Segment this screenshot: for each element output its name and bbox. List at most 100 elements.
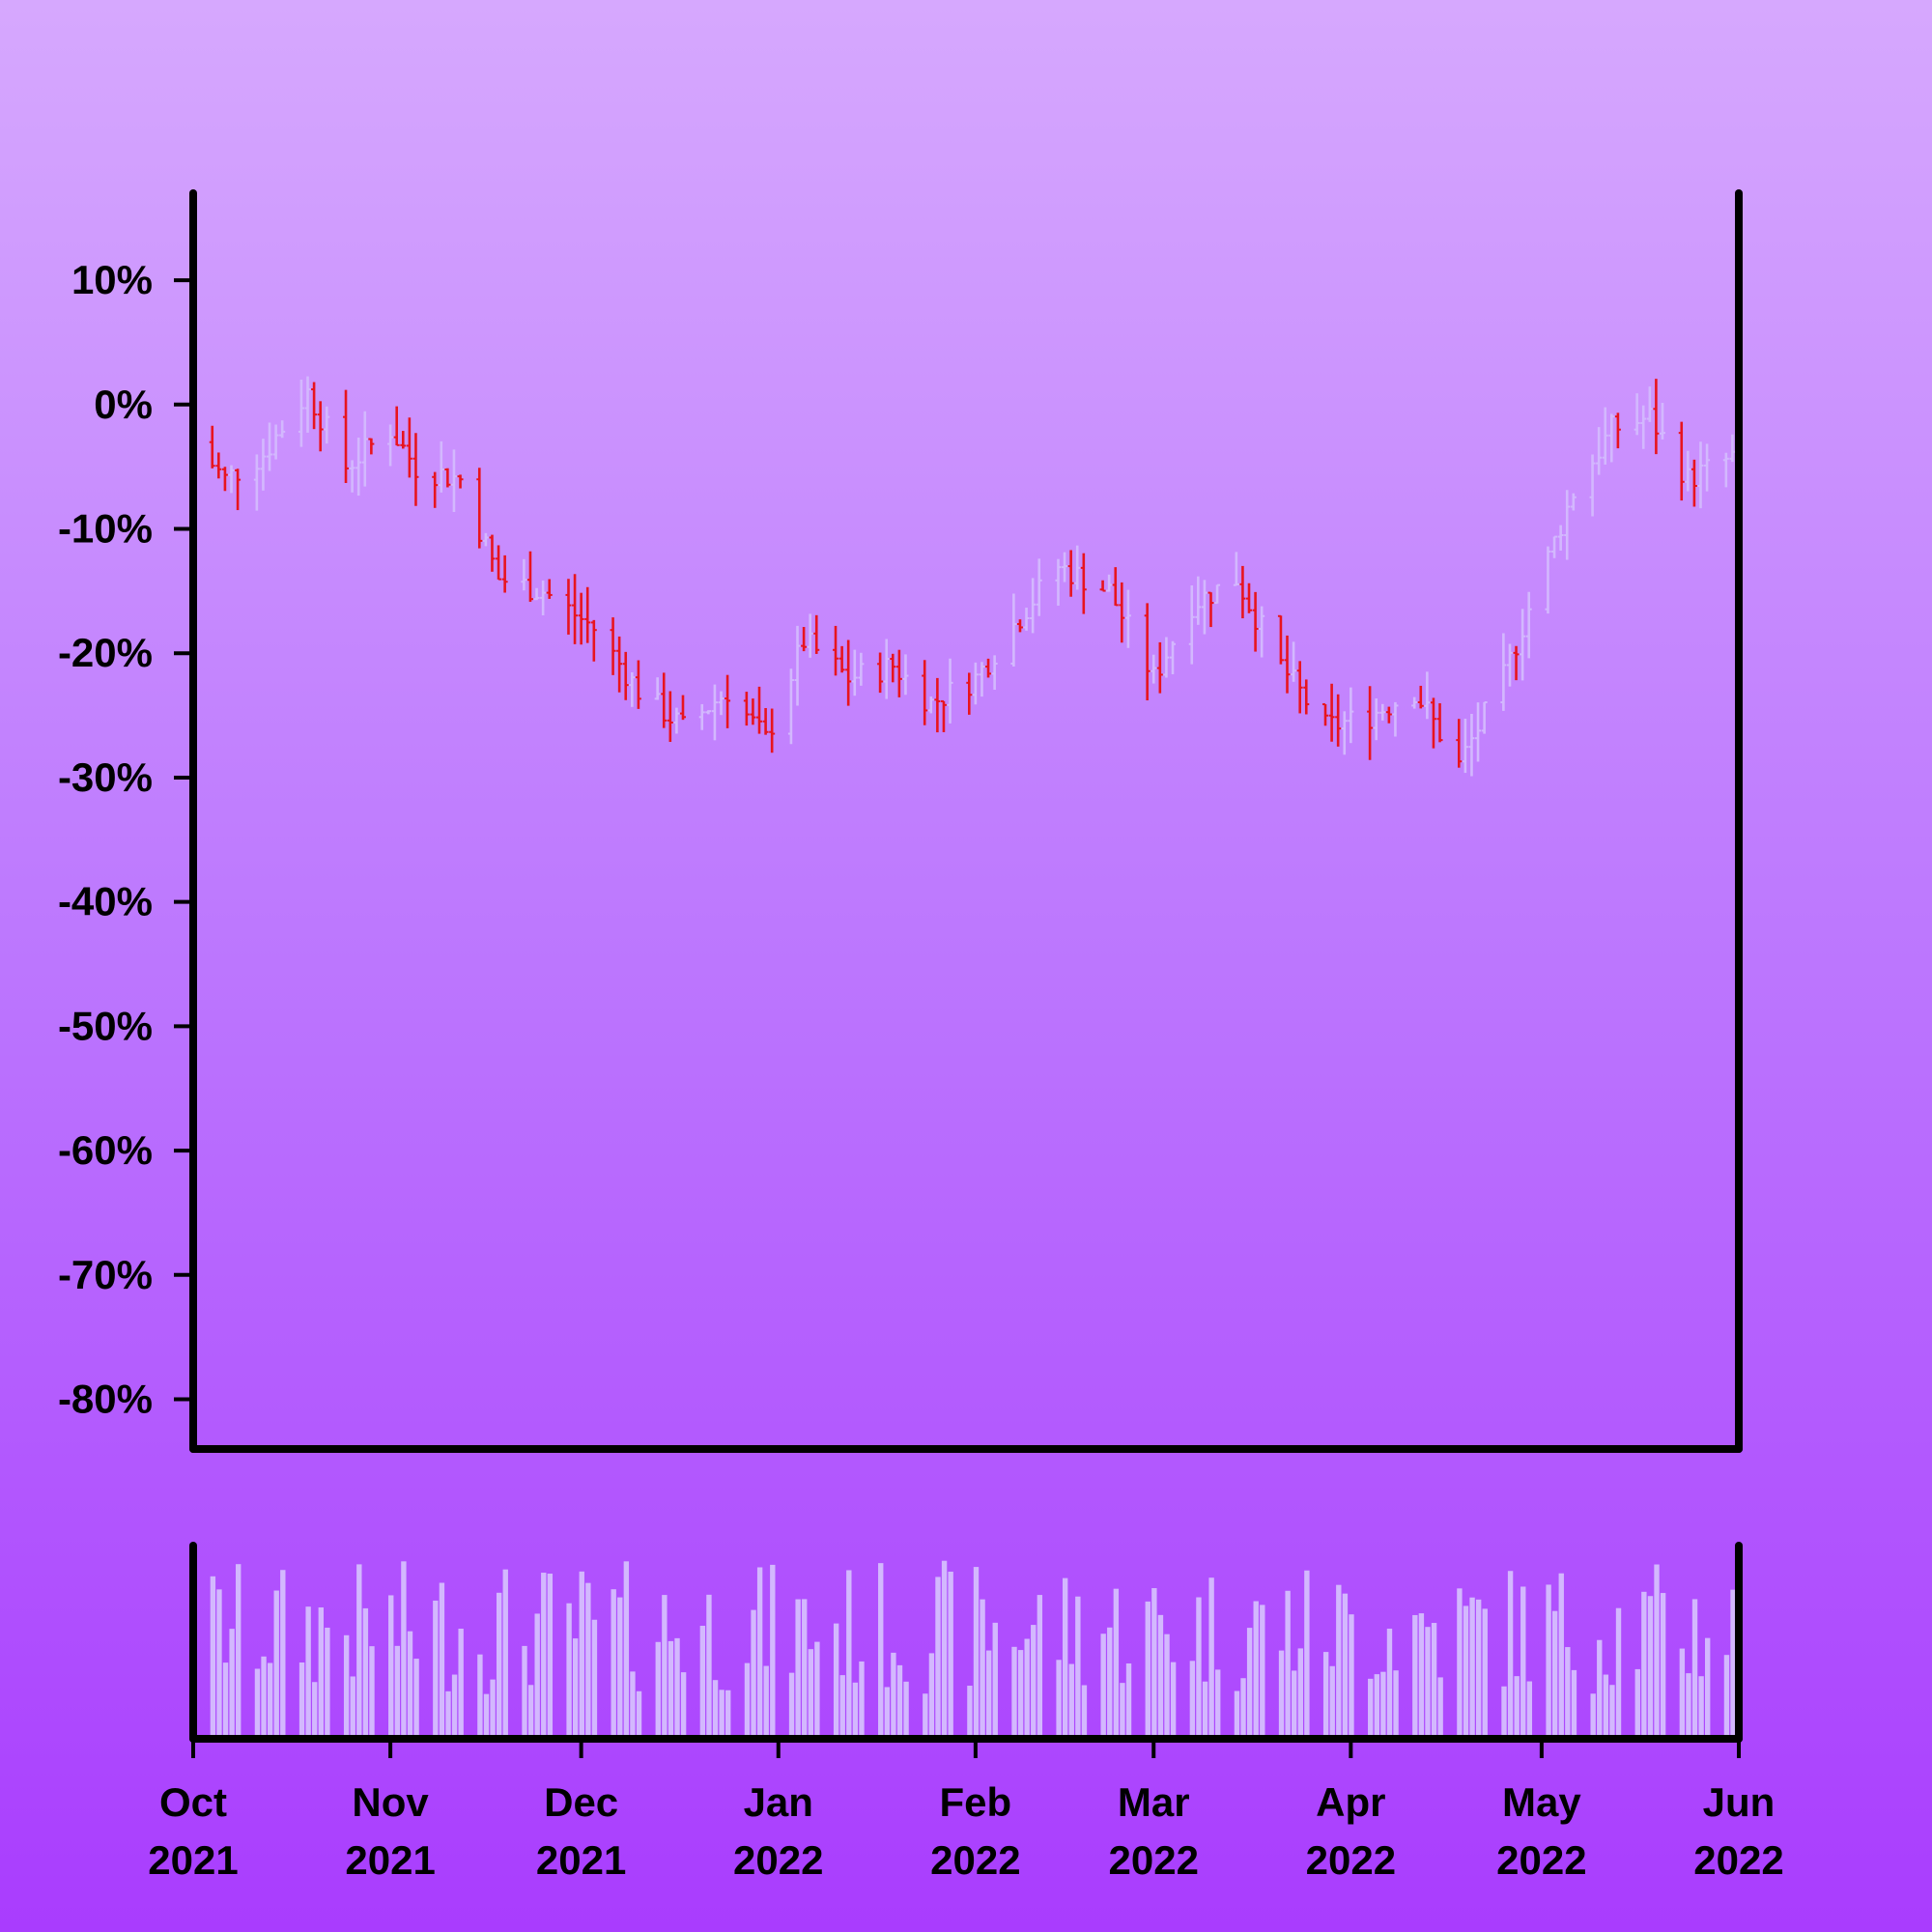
volume-bar [1705,1637,1711,1739]
x-tick-month-label: Mar [1118,1779,1190,1825]
volume-bar [527,1685,534,1739]
volume-bar [788,1672,795,1739]
volume-bar [891,1652,896,1739]
volume-bar [770,1564,776,1739]
x-tick-year-label: 2021 [148,1837,238,1883]
volume-bar [1380,1671,1386,1739]
volume-bars-group [190,1560,1743,1739]
volume-bar [1336,1584,1342,1739]
volume-bar [611,1589,616,1739]
x-tick-month-label: Dec [544,1779,618,1825]
volume-bar [394,1645,401,1739]
volume-bar [362,1607,369,1739]
volume-bar [1647,1596,1654,1739]
volume-bar [1590,1693,1596,1739]
volume-bar [1196,1597,1202,1739]
volume-bar [948,1571,953,1739]
volume-bar [566,1603,572,1739]
volume-bar [1386,1628,1393,1739]
volume-bar [1349,1614,1354,1739]
volume-bar [712,1680,719,1739]
x-tick-year-label: 2022 [1496,1837,1586,1883]
volume-bar [356,1564,362,1739]
volume-bar [401,1561,407,1739]
volume-bar [1031,1625,1037,1739]
volume-bar [591,1619,598,1739]
volume-bar [1100,1634,1106,1739]
volume-bar [662,1595,668,1739]
y-tick-label: -50% [58,1003,153,1048]
volume-bar [1107,1627,1113,1739]
volume-bar [1285,1590,1291,1739]
volume-bar [585,1582,591,1739]
x-tick-month-label: Oct [159,1779,227,1825]
volume-bar [756,1567,763,1739]
volume-bar [1660,1593,1666,1739]
volume-bar [261,1656,267,1739]
volume-bar [1691,1599,1698,1739]
volume-bar [636,1690,642,1739]
axis-frames [189,189,1743,1743]
volume-bar [1342,1593,1349,1739]
volume-bar [1056,1660,1062,1739]
volume-bar [1546,1584,1551,1739]
volume-bar [280,1570,286,1739]
volume-bar [1304,1570,1310,1739]
volume-bar [1202,1681,1208,1739]
volume-bar [763,1665,769,1739]
volume-bar [541,1573,547,1739]
volume-bar [617,1597,623,1739]
volume-bar [1215,1669,1221,1739]
x-tick-month-label: Feb [940,1779,1012,1825]
volume-bar [623,1561,630,1739]
y-tick-label: -70% [58,1252,153,1297]
volume-bar [1520,1586,1526,1739]
volume-bar [878,1563,884,1739]
volume-bar [1208,1577,1214,1739]
x-tick-year-label: 2022 [1306,1837,1396,1883]
volume-bar [884,1687,891,1739]
volume-bar [1679,1648,1686,1739]
volume-bar [534,1613,540,1739]
y-tick-label: 10% [71,257,153,302]
volume-bar [1024,1638,1030,1739]
volume-bar [1418,1613,1425,1739]
volume-bar [1075,1596,1081,1739]
volume-bar [496,1592,502,1739]
volume-bar [985,1650,992,1739]
volume-bar [846,1570,852,1739]
volume-bar [210,1576,216,1739]
volume-bar [343,1634,350,1739]
y-tick-label: -40% [58,879,153,924]
volume-bar [236,1564,242,1739]
volume-bar [490,1679,496,1739]
volume-bar [1189,1661,1196,1739]
volume-bar [725,1690,731,1739]
x-tick-month-label: Jan [744,1779,813,1825]
volume-bar [522,1645,527,1739]
volume-bar [229,1629,235,1739]
volume-bar [1457,1588,1463,1739]
x-tick-month-label: May [1502,1779,1581,1825]
x-tick-year-label: 2022 [930,1837,1020,1883]
volume-bar [1431,1623,1437,1739]
volume-bar [1571,1669,1577,1739]
volume-bar [1654,1564,1660,1739]
volume-bar [579,1571,584,1739]
volume-bar [1068,1663,1074,1739]
volume-bar [1723,1655,1730,1739]
volume-bar [439,1582,445,1739]
y-tick-label: -10% [58,506,153,552]
volume-bar [1170,1662,1177,1739]
volume-bar [298,1662,305,1739]
volume-bar [1297,1648,1303,1739]
x-tick-month-label: Jun [1703,1779,1776,1825]
volume-bar [630,1671,636,1739]
volume-bar [1615,1607,1622,1739]
volume-bar [273,1590,279,1739]
volume-bar [1730,1589,1736,1739]
volume-bar [896,1664,903,1739]
volume-bar [1374,1674,1380,1739]
y-tick-label: -20% [58,630,153,675]
volume-bar [1145,1601,1151,1739]
